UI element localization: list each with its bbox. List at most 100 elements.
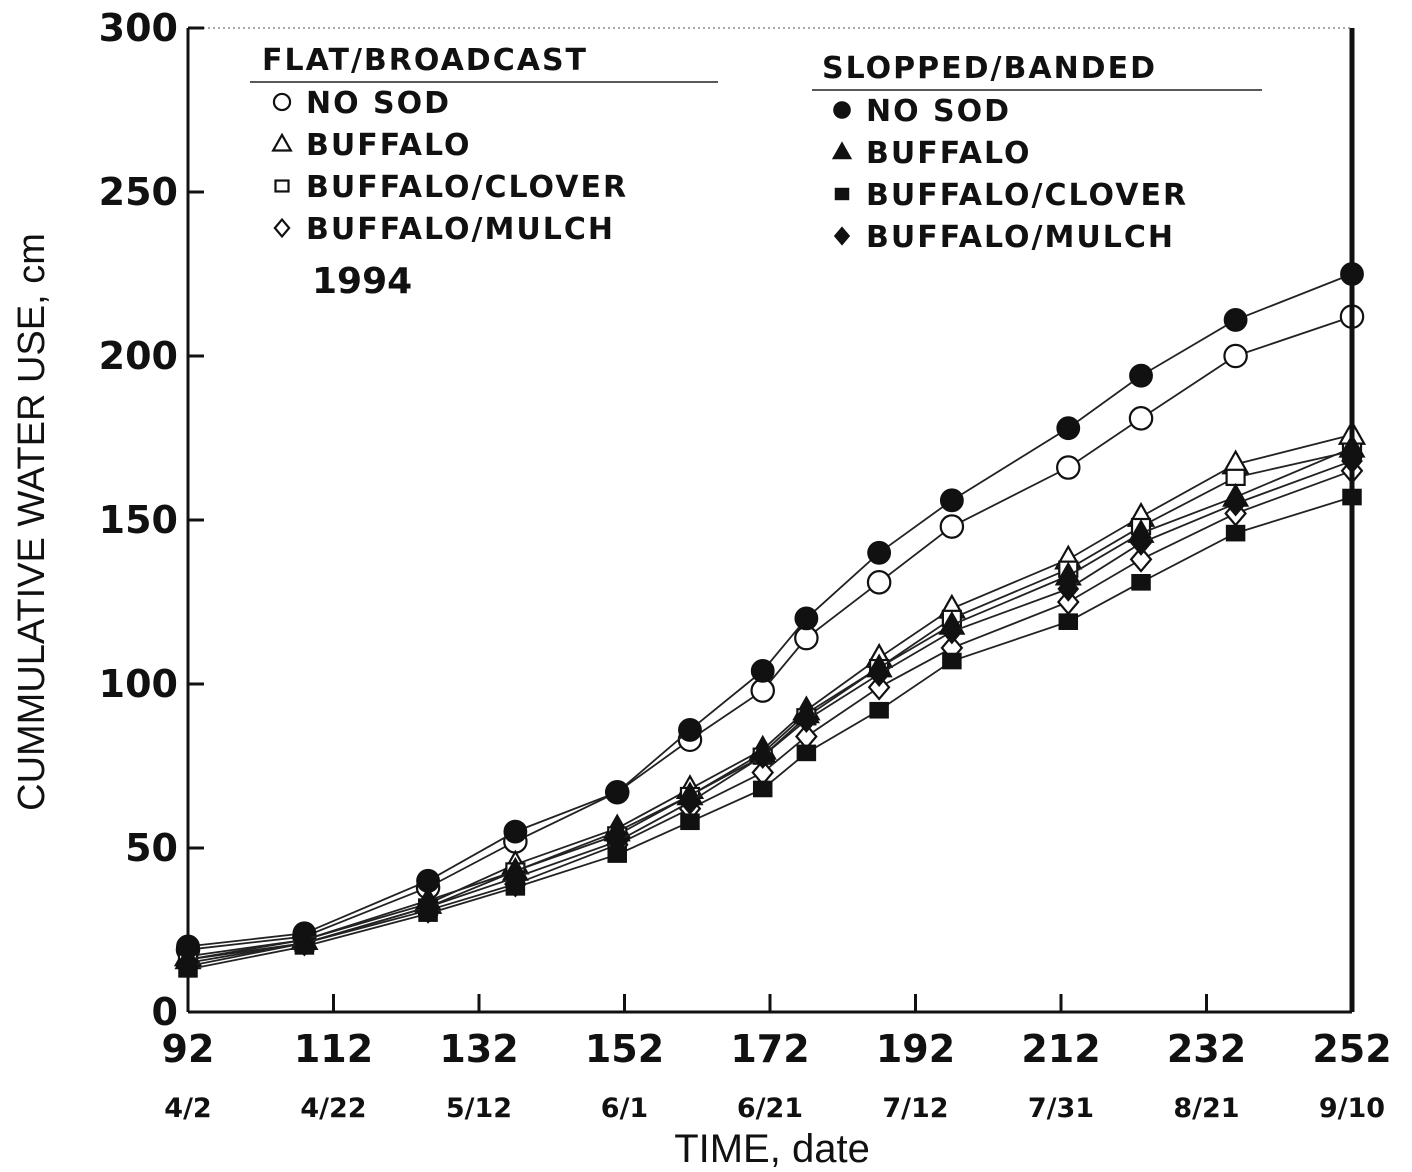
x-tick-label-152: 152	[585, 1027, 664, 1071]
series-line-slopped-banded-buffalo-clover	[187, 496, 1353, 971]
point-slopped-banded-no-sod-213	[1056, 416, 1081, 441]
series-line-slopped-banded-buffalo-mulch	[187, 460, 1353, 967]
y-tick-label-200: 200	[99, 334, 178, 378]
legend-label-flat-broadcast-buffalo: BUFFALO	[306, 128, 472, 163]
series-slopped-banded-buffalo-clover	[178, 488, 1362, 978]
point-slopped-banded-buffalo-clover-236	[1225, 524, 1246, 542]
x-date-label-232: 8/21	[1173, 1093, 1239, 1124]
point-slopped-banded-buffalo-clover-177	[796, 744, 817, 762]
legend-marker-flat-broadcast-buffalo	[271, 132, 293, 152]
x-tick-label-212: 212	[1021, 1027, 1100, 1071]
series-flat-broadcast-buffalo-mulch	[176, 457, 1364, 977]
x-tick-label-132: 132	[439, 1027, 518, 1071]
x-date-label-92: 4/2	[164, 1093, 211, 1124]
legend-marker-flat-broadcast-no-sod	[272, 92, 292, 112]
point-flat-broadcast-buffalo-clover-236	[1225, 468, 1246, 487]
point-slopped-banded-buffalo-clover-187	[869, 701, 889, 719]
point-flat-broadcast-no-sod-187	[866, 570, 892, 595]
point-slopped-banded-no-sod-197	[939, 488, 964, 513]
x-date-label-172: 6/21	[737, 1093, 803, 1124]
legend-marker-slopped-banded-buffalo-clover	[834, 187, 850, 201]
point-slopped-banded-no-sod-177	[794, 606, 819, 631]
point-slopped-banded-no-sod-161	[678, 718, 702, 742]
point-slopped-banded-buffalo-mulch-177	[795, 707, 818, 733]
point-slopped-banded-buffalo-mulch-171	[751, 743, 774, 770]
legend-label-flat-broadcast-buffalo-mulch: BUFFALO/MULCH	[306, 212, 615, 247]
point-flat-broadcast-buffalo-mulch-187	[867, 673, 891, 701]
x-date-label-132: 5/12	[446, 1093, 512, 1124]
series-slopped-banded-buffalo-mulch	[177, 448, 1363, 979]
point-flat-broadcast-buffalo-mulch-223	[1129, 545, 1153, 573]
y-tick-label-300: 300	[99, 6, 178, 50]
point-slopped-banded-buffalo-clover-223	[1131, 574, 1151, 591]
point-flat-broadcast-no-sod-236	[1223, 343, 1248, 369]
y-tick-label-250: 250	[99, 170, 178, 214]
x-date-label-152: 6/1	[601, 1093, 648, 1124]
point-slopped-banded-buffalo-mulch-197	[940, 618, 963, 645]
x-tick-label-112: 112	[294, 1027, 373, 1071]
x-tick-label-232: 232	[1167, 1027, 1246, 1071]
series-flat-broadcast-no-sod	[175, 304, 1365, 962]
series-line-slopped-banded-buffalo	[187, 447, 1353, 961]
legend-marker-slopped-banded-buffalo	[831, 141, 853, 160]
point-slopped-banded-buffalo-mulch-151	[606, 828, 629, 855]
point-slopped-banded-no-sod-187	[867, 540, 892, 565]
x-date-label-212: 7/31	[1028, 1093, 1094, 1124]
series-line-slopped-banded-no-sod	[187, 273, 1353, 948]
point-slopped-banded-buffalo-mulch-236	[1224, 490, 1247, 517]
legend-title-slopped-banded: SLOPPED/BANDED	[822, 51, 1157, 86]
legend-label-flat-broadcast-no-sod: NO SOD	[306, 86, 451, 121]
point-slopped-banded-buffalo-clover-197	[942, 652, 962, 670]
y-tick-label-150: 150	[99, 498, 178, 542]
series-layer	[173, 262, 1367, 979]
point-slopped-banded-no-sod-151	[605, 780, 630, 805]
point-slopped-banded-buffalo-mulch-213	[1057, 576, 1080, 602]
series-line-flat-broadcast-no-sod	[187, 315, 1353, 951]
point-slopped-banded-buffalo-mulch-137	[504, 864, 527, 891]
x-tick-label-172: 172	[730, 1027, 809, 1071]
x-date-label-192: 7/12	[882, 1093, 948, 1124]
series-slopped-banded-buffalo	[174, 433, 1366, 970]
point-slopped-banded-buffalo-clover-161	[680, 813, 700, 831]
point-slopped-banded-no-sod-223	[1129, 363, 1153, 388]
legend-label-flat-broadcast-buffalo-clover: BUFFALO/CLOVER	[306, 170, 628, 205]
x-tick-label-92: 92	[162, 1027, 215, 1071]
point-flat-broadcast-no-sod-213	[1056, 455, 1081, 480]
series-slopped-banded-no-sod	[176, 262, 1364, 959]
y-axis-title: CUMMULATIVE WATER USE, cm	[11, 233, 53, 811]
series-line-flat-broadcast-buffalo-clover	[187, 450, 1353, 961]
legend-label-slopped-banded-buffalo-clover: BUFFALO/CLOVER	[866, 178, 1188, 213]
point-slopped-banded-buffalo-mulch-187	[868, 661, 891, 688]
point-flat-broadcast-no-sod-197	[939, 514, 965, 539]
point-slopped-banded-buffalo-mulch-161	[679, 789, 701, 815]
legend-marker-flat-broadcast-buffalo-clover	[274, 179, 290, 193]
point-slopped-banded-no-sod-137	[503, 819, 528, 844]
point-slopped-banded-no-sod-236	[1223, 308, 1248, 332]
legend-marker-slopped-banded-no-sod	[833, 101, 851, 119]
x-tick-label-252: 252	[1312, 1027, 1391, 1071]
legend: FLAT/BROADCAST NO SOD BUFFALO BUFFALO/CLOVE…	[250, 43, 1262, 255]
legend-label-slopped-banded-buffalo: BUFFALO	[866, 136, 1032, 171]
legend-label-slopped-banded-no-sod: NO SOD	[866, 94, 1011, 129]
legend-title-flat-broadcast: FLAT/BROADCAST	[262, 43, 588, 78]
point-slopped-banded-buffalo-mulch-223	[1130, 530, 1152, 556]
legend-marker-slopped-banded-buffalo-mulch	[833, 226, 851, 246]
x-axis-title: TIME, date	[674, 1127, 870, 1171]
year-label: 1994	[312, 261, 412, 302]
legend-label-slopped-banded-buffalo-mulch: BUFFALO/MULCH	[866, 220, 1175, 255]
point-slopped-banded-no-sod-171	[750, 658, 775, 683]
axes: 0 50 100 150 200 250 300 92 4/2 112 4/22 132 5/12 152…	[99, 6, 1392, 1124]
legend-marker-flat-broadcast-buffalo-mulch	[273, 217, 291, 239]
y-tick-label-100: 100	[99, 662, 178, 706]
series-line-flat-broadcast-buffalo-mulch	[187, 469, 1353, 964]
point-slopped-banded-buffalo-clover-171	[752, 780, 773, 798]
point-slopped-banded-buffalo-mulch-125	[417, 894, 439, 920]
x-date-label-112: 4/22	[300, 1093, 366, 1124]
x-tick-label-192: 192	[876, 1027, 955, 1071]
point-flat-broadcast-no-sod-223	[1128, 406, 1154, 431]
y-tick-label-0: 0	[152, 990, 178, 1034]
series-flat-broadcast-buffalo-clover	[177, 442, 1363, 969]
x-date-label-252: 9/10	[1319, 1093, 1385, 1124]
point-slopped-banded-buffalo-mulch-108	[293, 930, 316, 956]
